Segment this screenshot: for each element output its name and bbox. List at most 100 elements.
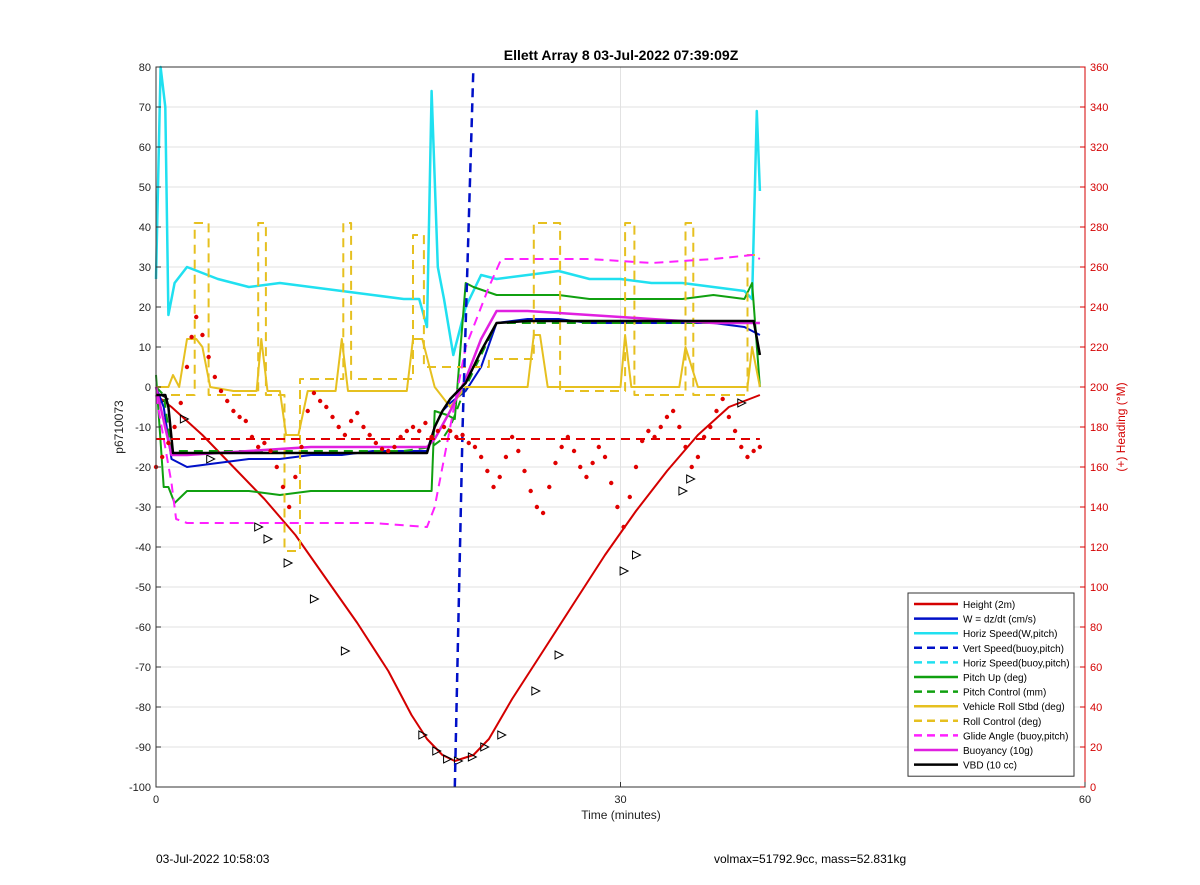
- heading-point: [553, 460, 558, 466]
- legend-entry: Height (2m): [963, 600, 1015, 611]
- height-marker: [480, 742, 490, 752]
- height-marker: [443, 754, 453, 764]
- heading-point: [695, 454, 701, 460]
- heading-point: [262, 440, 267, 446]
- y-tick-label: -10: [135, 422, 151, 434]
- y-tick-label: 10: [139, 342, 151, 354]
- heading-point: [317, 398, 323, 404]
- y-tick-label: -80: [135, 702, 151, 714]
- heading-point: [280, 484, 286, 490]
- y-tick-label: 80: [139, 62, 151, 74]
- y-axis-label: p6710073: [112, 400, 126, 454]
- heading-point: [757, 444, 763, 450]
- heading-point: [249, 434, 255, 440]
- heading-point: [373, 440, 379, 446]
- heading-point: [172, 424, 177, 430]
- series-group: [153, 65, 763, 788]
- height-marker: [340, 646, 351, 656]
- heading-point: [714, 408, 719, 414]
- heading-point: [677, 424, 682, 430]
- y-tick-label: -30: [135, 502, 151, 514]
- height-marker: [309, 594, 320, 604]
- legend-entry: Horiz Speed(W,pitch): [963, 629, 1057, 640]
- heading-point: [200, 332, 205, 338]
- heading-point: [441, 424, 447, 430]
- heading-point: [423, 420, 428, 426]
- legend-entry: Pitch Up (deg): [963, 673, 1027, 684]
- heading-point: [417, 428, 422, 434]
- heading-point: [509, 434, 515, 440]
- y2-tick-label: 0: [1090, 782, 1096, 794]
- height-marker: [283, 558, 294, 568]
- y2-tick-label: 180: [1090, 422, 1108, 434]
- heading-point: [745, 454, 750, 460]
- heading-point: [732, 428, 738, 434]
- y2-tick-label: 360: [1090, 62, 1108, 74]
- height-marker: [206, 454, 216, 464]
- heading-point: [178, 400, 183, 406]
- heading-point: [683, 444, 688, 450]
- series-line-glide: [155, 254, 761, 528]
- series-line-vbd: [156, 319, 762, 455]
- heading-point: [664, 414, 670, 420]
- y2-tick-label: 340: [1090, 102, 1108, 114]
- y2-tick-label: 160: [1090, 462, 1108, 474]
- y2-tick-label: 240: [1090, 302, 1108, 314]
- heading-point: [189, 334, 194, 340]
- heading-point: [503, 454, 509, 460]
- heading-point: [255, 444, 261, 450]
- y-tick-label: -60: [135, 622, 151, 634]
- legend-entry: Vehicle Roll Stbd (deg): [963, 702, 1065, 713]
- heading-point: [429, 434, 434, 440]
- y2-tick-label: 260: [1090, 262, 1108, 274]
- y2-axis-label: (+) Heading (°M): [1114, 382, 1128, 471]
- y-tick-label: -100: [129, 782, 151, 794]
- series-line-horiz: [154, 65, 762, 357]
- y2-tick-label: 280: [1090, 222, 1108, 234]
- heading-point: [218, 388, 224, 394]
- heading-point: [212, 374, 218, 380]
- height-marker: [179, 414, 190, 424]
- x-tick-label: 60: [1079, 794, 1091, 806]
- y-tick-label: -90: [135, 742, 151, 754]
- y-tick-label: -50: [135, 582, 151, 594]
- series-line-buoy: [154, 309, 760, 457]
- heading-point: [466, 440, 471, 446]
- y-tick-label: -20: [135, 462, 151, 474]
- y2-tick-label: 320: [1090, 142, 1108, 154]
- y-tick-label: 30: [139, 262, 151, 274]
- heading-point: [708, 424, 713, 430]
- y-tick-label: -40: [135, 542, 151, 554]
- y-tick-label: 60: [139, 142, 151, 154]
- heading-point: [578, 464, 583, 470]
- height-marker: [432, 746, 442, 756]
- heading-point: [565, 434, 571, 440]
- heading-point: [435, 428, 440, 434]
- heading-point: [602, 454, 608, 460]
- height-marker: [531, 686, 541, 696]
- heading-point: [299, 444, 304, 450]
- heading-point: [701, 434, 707, 440]
- y2-tick-label: 40: [1090, 702, 1102, 714]
- heading-point: [166, 440, 171, 446]
- heading-point: [231, 408, 236, 414]
- y2-tick-label: 60: [1090, 662, 1102, 674]
- heading-point: [751, 448, 756, 454]
- y2-tick-label: 140: [1090, 502, 1108, 514]
- heading-point: [274, 464, 279, 470]
- legend-entry: Buoyancy (10g): [963, 746, 1033, 757]
- heading-point: [472, 444, 478, 450]
- y2-tick-label: 300: [1090, 182, 1108, 194]
- series-line-roll_control: [156, 222, 760, 552]
- series-line-vert_speed: [453, 66, 475, 788]
- heading-point: [621, 524, 626, 530]
- height-marker: [418, 730, 428, 740]
- heading-point: [639, 438, 645, 444]
- heading-point: [392, 444, 397, 450]
- height-marker: [686, 474, 696, 484]
- y2-tick-label: 100: [1090, 582, 1108, 594]
- heading-point: [485, 468, 490, 474]
- heading-point: [410, 424, 416, 430]
- heading-point: [547, 484, 552, 490]
